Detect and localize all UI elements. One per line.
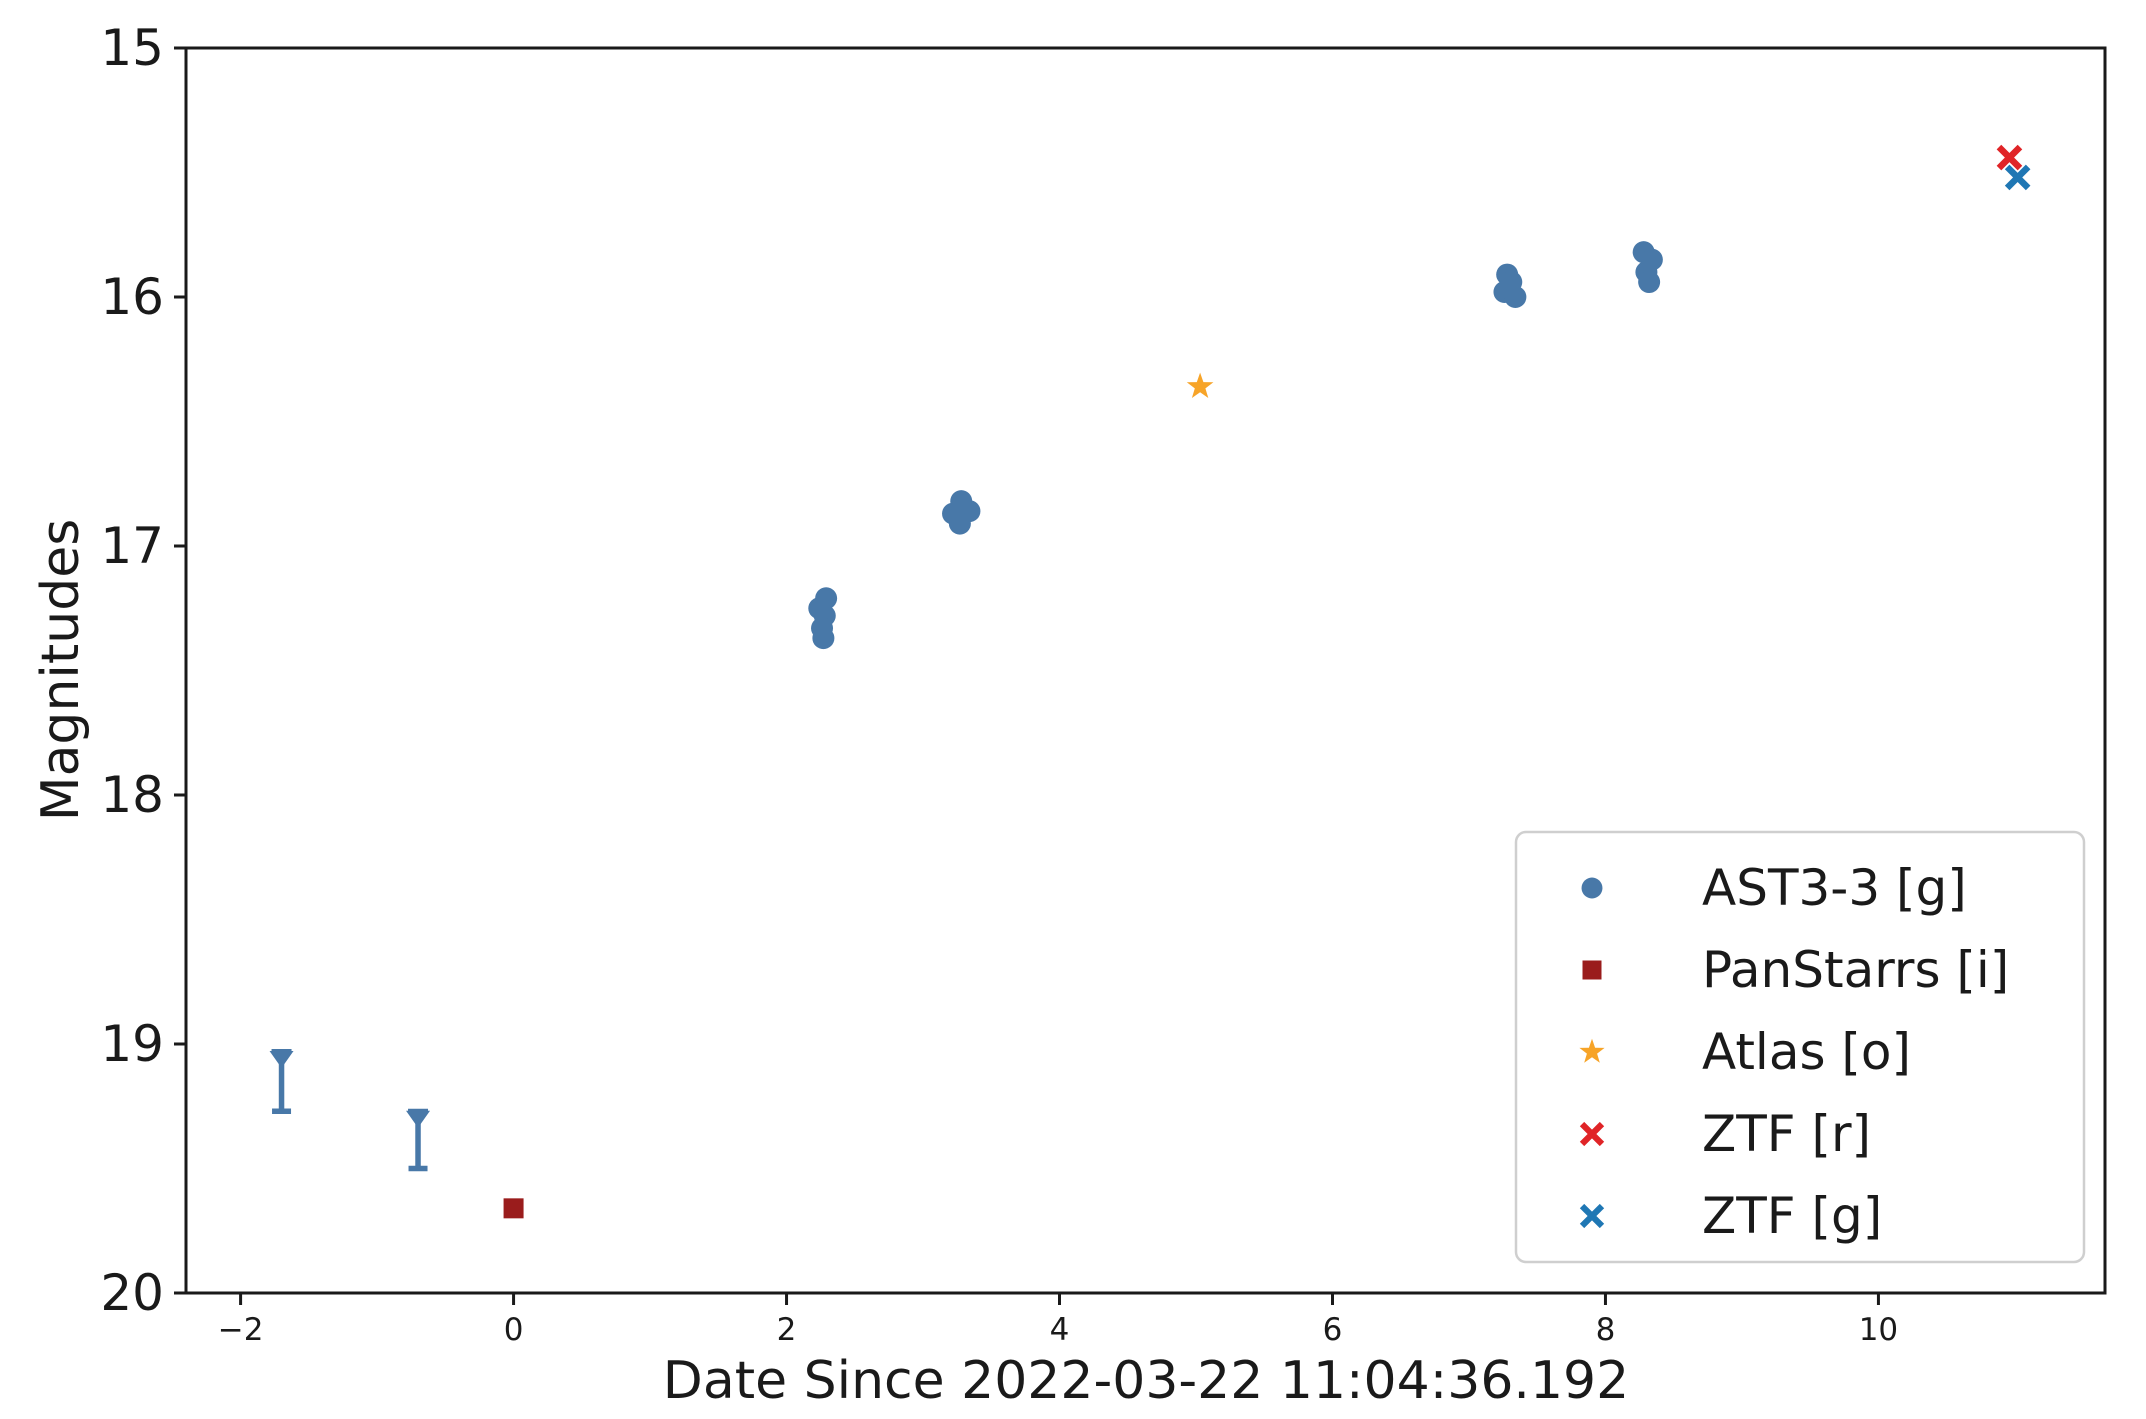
x-axis-label: Date Since 2022-03-22 11:04:36.192 [663,1351,1629,1411]
legend-label: AST3-3 [g] [1702,859,1967,917]
legend-label: Atlas [o] [1702,1023,1911,1081]
series-ztf-g- [2004,164,2031,191]
x-tick-label: 8 [1596,1312,1616,1348]
data-point-star [1579,1038,1605,1063]
data-point-square [1582,960,1602,980]
x-tick-label: 0 [504,1312,524,1348]
data-point-circle [1638,271,1661,294]
data-point-x [1579,1203,1605,1229]
data-point-circle [1504,286,1527,308]
legend-row: AST3-3 [g] [1581,859,1967,917]
legend-label: ZTF [g] [1702,1187,1882,1245]
upper-limit-marker [406,1108,431,1172]
x-tick-label: 6 [1323,1312,1343,1348]
legend-label: PanStarrs [i] [1702,941,2009,999]
x-tick-label: −2 [218,1312,264,1348]
data-point-x [1579,1121,1605,1147]
data-point-x [1996,144,2023,171]
series-ast3-3-g- [808,241,1663,650]
x-tick-label: 10 [1859,1312,1898,1348]
series-panstarrs-i- [503,1198,524,1219]
y-tick-label: 17 [100,517,164,575]
legend-label: ZTF [r] [1702,1105,1871,1163]
y-tick-label: 19 [100,1015,164,1073]
y-axis-label: Magnitudes [31,519,91,822]
legend-box [1514,830,2086,1264]
data-point-circle [948,512,971,535]
data-point-x [2004,164,2031,191]
legend-row: PanStarrs [i] [1582,941,2009,999]
series-ztf-r- [1996,144,2023,171]
data-point-square [503,1198,524,1219]
legend-row: ZTF [r] [1579,1105,1871,1163]
upper-limit-marker [269,1048,294,1114]
legend: AST3-3 [g] PanStarrs [i] Atlas [o] ZTF [r] Z… [1514,830,2086,1264]
y-axis-ticks: 15 16 17 18 19 20 [100,19,186,1322]
plot-frame [184,46,2107,1295]
legend-row: Atlas [o] [1579,1023,1911,1081]
x-axis-ticks: −2 0 2 4 6 8 10 [218,1293,1898,1348]
upper-limit-arrow [269,1050,294,1068]
upper-limit-markers [269,1048,431,1172]
upper-limit-arrow [406,1110,431,1128]
data-points [503,144,2031,1219]
data-point-star [1186,372,1214,398]
y-tick-label: 15 [100,19,164,77]
y-tick-label: 20 [100,1264,164,1322]
x-tick-label: 4 [1050,1312,1070,1348]
legend-row: ZTF [g] [1579,1187,1882,1245]
y-tick-label: 16 [100,268,164,326]
y-tick-label: 18 [100,766,164,824]
data-point-circle [812,627,835,650]
series-atlas-o- [1186,372,1214,398]
data-point-circle [1581,877,1603,899]
x-tick-label: 2 [777,1312,797,1348]
